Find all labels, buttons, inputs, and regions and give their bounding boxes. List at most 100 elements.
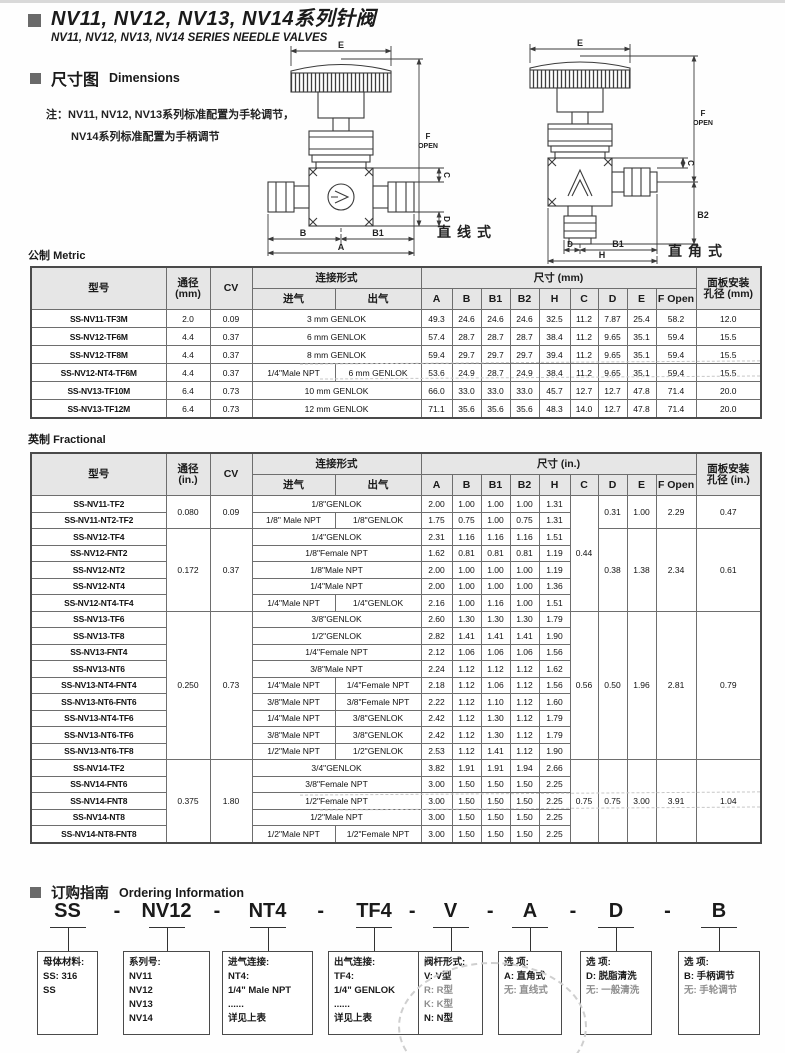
table-row: SS-NV13-TF10M 6.4 0.73 10 mm GENLOK 66.0 33.0…	[30, 381, 762, 400]
order-option-line: 1/4" Male NPT	[228, 985, 292, 996]
straight-pattern-label: 直线式	[437, 224, 497, 240]
value-cell: 35.1	[626, 327, 657, 346]
value-cell: 2.42	[420, 709, 453, 727]
order-code-A: A	[522, 900, 538, 922]
value-cell: 1.00	[509, 577, 540, 595]
angle-valve-diagram: E F OPEN C B2 D B1 H	[529, 38, 713, 264]
col-header-bore: 通径 (mm)	[165, 266, 211, 310]
value-cell: 10 mm GENLOK	[251, 381, 422, 400]
value-cell: 1.00	[451, 594, 482, 612]
value-cell: 6.4	[165, 381, 211, 400]
value-cell: 1.62	[538, 660, 571, 678]
fractional-section-label: 英制 Fractional	[28, 431, 106, 447]
value-cell: 1.41	[480, 627, 511, 645]
value-cell: 48.3	[538, 399, 571, 419]
value-cell: 1/4"Male NPT	[251, 709, 336, 727]
col-header-A: A	[420, 474, 453, 496]
value-cell: 12 mm GENLOK	[251, 399, 422, 419]
value-cell: 1.79	[538, 726, 571, 744]
model-cell: SS-NV13-NT6-TF8	[30, 742, 167, 760]
value-cell: 11.2	[569, 327, 599, 346]
value-cell: 35.6	[480, 399, 511, 419]
side-outlet-fitting	[611, 167, 658, 197]
value-cell: 1.30	[451, 610, 482, 628]
model-cell: SS-NV12-NT4-TF6M	[30, 363, 167, 382]
order-option-box: 进气连接: NT4: 1/4" Male NPT...... 详见上表	[222, 951, 313, 1035]
value-cell: 3/8"GENLOK	[334, 726, 422, 744]
dim-label-C: C	[686, 160, 695, 166]
value-cell: 28.7	[509, 327, 540, 346]
order-option-line: 阀杆形式:	[424, 957, 466, 968]
col-header-E: E	[626, 288, 657, 310]
value-cell: 29.7	[480, 345, 511, 364]
value-cell: 1.38	[626, 528, 657, 612]
value-cell: 11.2	[569, 345, 599, 364]
dim-label-E: E	[338, 40, 344, 50]
value-cell: 1/8"GENLOK	[334, 511, 422, 529]
table-row: SS-NV12-NT4-TF6M 4.4 0.37 1/4"Male NPT 6 mm …	[30, 363, 762, 382]
value-cell: 2.0	[165, 309, 211, 328]
value-cell: 2.42	[420, 726, 453, 744]
model-cell: SS-NV14-NT8	[30, 808, 167, 826]
model-cell: SS-NV13-NT4-FNT4	[30, 676, 167, 694]
value-cell: 1.62	[420, 544, 453, 562]
value-cell: 6 mm GENLOK	[251, 327, 422, 346]
value-cell: 1.36	[538, 577, 571, 595]
order-option-line: 母体材料:	[43, 957, 85, 968]
model-cell: SS-NV13-FNT4	[30, 643, 167, 661]
order-option-line: N: N型	[424, 1013, 454, 1024]
value-cell: 1.19	[538, 544, 571, 562]
value-cell: 12.7	[597, 381, 628, 400]
value-cell: 1.12	[451, 660, 482, 678]
table-row: SS-NV13-NT6-TF8 1/2"Male NPT 1/2"GENLOK 2.5…	[30, 742, 761, 760]
table-row: SS-NV11-NT2-TF2 1/8" Male NPT 1/8"GENLOK 1.…	[30, 511, 761, 529]
value-cell: 1/8" Male NPT	[251, 511, 336, 529]
value-cell: 1/4"Male NPT	[251, 676, 336, 694]
dimension-lines	[267, 46, 444, 256]
value-cell: 1.16	[480, 594, 511, 612]
value-cell: 1.12	[509, 693, 540, 711]
value-cell: 2.00	[420, 577, 453, 595]
col-header-dimensions: 尺寸 (mm)	[420, 266, 697, 289]
order-option-line: NT4:	[228, 971, 250, 982]
value-cell: 1.41	[480, 742, 511, 760]
value-cell: 71.1	[420, 399, 453, 419]
order-code-separator: -	[664, 900, 671, 922]
order-option-line: 无: 手轮调节	[684, 985, 738, 996]
order-option-line: V: V型	[424, 971, 452, 982]
value-cell: 1.90	[538, 742, 571, 760]
fractional-table: 型号 通径 (in.) CV 连接形式 尺寸 (in.) 面板安装 孔径 (in.)…	[30, 452, 763, 844]
value-cell: 12.0	[695, 309, 762, 328]
dim-label-F: F	[701, 109, 706, 118]
order-option-line: NV12	[129, 985, 153, 996]
value-cell: 1.12	[451, 726, 482, 744]
value-cell: 1.04	[695, 759, 762, 843]
col-header-model: 型号	[30, 266, 167, 310]
order-code-separator: -	[113, 900, 121, 922]
header-line: (in.)	[178, 473, 198, 486]
model-cell: SS-NV14-FNT8	[30, 792, 167, 810]
value-cell: 0.37	[209, 363, 253, 382]
value-cell: 20.0	[695, 399, 762, 419]
table-row: SS-NV12-TF6M 4.4 0.37 6 mm GENLOK 57.4 28.7 28…	[30, 327, 762, 346]
value-cell: 1/4"Female NPT	[251, 643, 422, 661]
value-cell: 1/2"GENLOK	[251, 627, 422, 645]
order-option-box: 阀杆形式: V: V型 R: R型 K: K型 N: N型	[418, 951, 483, 1035]
square-bullet-icon	[28, 14, 41, 27]
value-cell: 0.250	[165, 610, 211, 760]
header-line: 通径	[177, 276, 199, 289]
order-option-line: 选 项:	[504, 957, 529, 968]
value-cell: 1.94	[509, 759, 540, 777]
value-cell: 3.00	[420, 825, 453, 843]
value-cell: 1.80	[209, 759, 253, 843]
value-cell: 1/8"Female NPT	[251, 544, 422, 562]
order-connector	[148, 927, 185, 951]
ordering-section-heading: 订购指南 Ordering Information	[30, 882, 244, 903]
model-cell: SS-NV13-TF10M	[30, 381, 167, 400]
value-cell: 59.4	[655, 327, 697, 346]
ordering-diagram: SS 母体材料: SS: 316 SS - NV12 系列号: NV11 NV12 NV13 NV…	[30, 900, 760, 1050]
value-cell: 2.25	[538, 825, 571, 843]
dimension-lines	[529, 44, 698, 264]
scan-edge	[0, 0, 785, 3]
value-cell: 1.50	[509, 775, 540, 793]
